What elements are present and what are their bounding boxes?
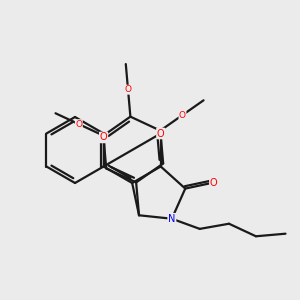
Text: O: O	[124, 85, 131, 94]
Text: O: O	[210, 178, 218, 188]
Text: O: O	[179, 111, 186, 120]
Text: O: O	[100, 133, 107, 142]
Text: O: O	[75, 120, 82, 129]
Text: O: O	[157, 128, 164, 139]
Text: N: N	[168, 214, 175, 224]
